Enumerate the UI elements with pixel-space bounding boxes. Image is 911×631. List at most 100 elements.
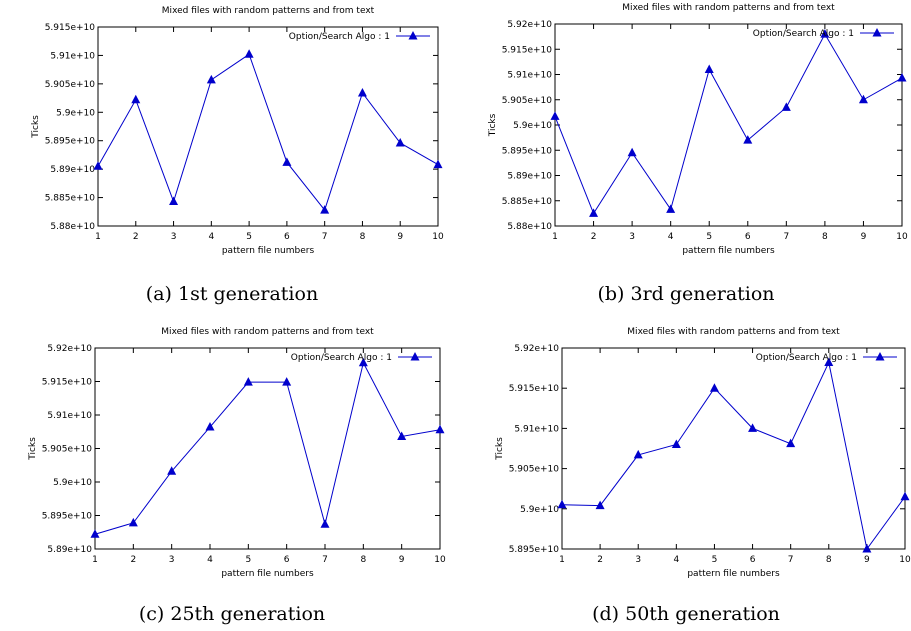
chart-panel-c: Mixed files with random patterns and fro… [28,327,446,625]
data-point-marker [595,500,605,510]
x-tick-label: 4 [673,555,679,565]
data-point-marker [93,161,103,170]
legend-marker [875,352,885,361]
x-tick-label: 7 [322,232,328,242]
chart-title: Mixed files with random patterns and fro… [622,3,835,13]
y-tick-label: 5.9e+10 [56,108,95,118]
chart-panel-b: Mixed files with random patterns and fro… [488,3,908,305]
x-tick-label: 5 [706,232,712,242]
data-point-marker [435,424,445,434]
y-tick-label: 5.92e+10 [47,344,92,354]
x-tick-label: 9 [864,555,870,565]
y-tick-label: 5.88e+10 [50,222,95,232]
x-tick-label: 5 [246,232,252,242]
y-axis-label: Ticks [28,437,38,461]
x-tick-label: 10 [432,232,444,242]
data-point-marker [358,357,368,367]
y-tick-label: 5.915e+10 [502,45,553,55]
x-tick-label: 9 [399,555,405,565]
data-point-marker [282,157,292,166]
x-tick-label: 8 [822,232,828,242]
legend-marker [408,31,418,40]
data-point-marker [131,94,141,104]
x-tick-label: 7 [322,555,328,565]
data-point-marker [824,357,834,366]
data-point-marker [243,377,253,386]
data-point-marker [433,159,443,169]
x-tick-label: 10 [899,555,911,565]
x-tick-label: 9 [397,232,403,242]
x-axis-label: pattern file numbers [222,246,315,256]
y-tick-label: 5.91e+10 [50,51,95,61]
data-point-marker [550,111,560,120]
data-point-marker [704,64,714,73]
x-tick-label: 5 [245,555,251,565]
x-axis-label: pattern file numbers [221,569,314,579]
x-tick-label: 9 [861,232,867,242]
x-tick-label: 7 [788,555,794,565]
data-point-marker [320,519,330,528]
x-tick-label: 6 [750,555,756,565]
data-point-marker [671,439,681,448]
plot-frame [561,347,906,550]
y-tick-label: 5.89e+10 [47,545,92,555]
plot-frame [97,26,439,227]
chart-title: Mixed files with random patterns and fro… [627,327,840,337]
x-axis-label: pattern file numbers [687,569,780,579]
y-axis-label: Ticks [495,437,505,461]
y-axis-label: Ticks [488,113,498,137]
legend-label: Option/Search Algo : 1 [756,353,857,363]
y-tick-label: 5.89e+10 [50,165,95,175]
y-tick-label: 5.91e+10 [514,424,559,434]
y-tick-label: 5.915e+10 [45,23,96,33]
y-tick-label: 5.91e+10 [47,411,92,421]
data-point-marker [282,377,292,386]
legend-label: Option/Search Algo : 1 [753,29,854,39]
series-line [94,361,441,535]
data-point-marker [167,466,177,475]
y-tick-label: 5.9e+10 [520,505,559,515]
data-point-marker [205,422,215,431]
legend-marker [872,28,882,37]
plot-frame [94,347,441,550]
panel-caption: (d) 50th generation [592,603,780,625]
y-tick-label: 5.89e+10 [507,172,552,182]
x-tick-label: 4 [668,232,674,242]
panel-caption: (a) 1st generation [146,283,318,305]
y-tick-label: 5.915e+10 [42,378,93,388]
x-tick-label: 5 [712,555,718,565]
x-axis-label: pattern file numbers [682,246,775,256]
data-point-marker [666,204,676,213]
series-line [561,360,906,551]
chart-title: Mixed files with random patterns and fro… [161,327,374,337]
data-point-marker [90,529,100,538]
y-tick-label: 5.885e+10 [45,194,96,204]
y-tick-label: 5.895e+10 [42,512,93,522]
x-tick-label: 3 [629,232,635,242]
panel-caption: (b) 3rd generation [597,283,774,305]
x-tick-label: 10 [896,232,908,242]
x-tick-label: 3 [635,555,641,565]
x-tick-label: 8 [360,232,366,242]
y-tick-label: 5.905e+10 [42,445,93,455]
x-tick-label: 6 [745,232,751,242]
data-point-marker [709,383,719,392]
data-point-marker [748,423,758,432]
x-tick-label: 1 [559,555,565,565]
data-point-marker [244,49,254,58]
data-point-marker [169,196,179,206]
y-tick-label: 5.915e+10 [509,384,560,394]
data-point-marker [357,87,367,97]
panel-caption: (c) 25th generation [139,603,325,625]
data-point-marker [206,74,216,84]
data-point-marker [589,208,599,217]
x-tick-label: 8 [826,555,832,565]
legend-label: Option/Search Algo : 1 [291,353,392,363]
y-tick-label: 5.88e+10 [507,222,552,232]
series-line [554,33,903,215]
x-tick-label: 4 [207,555,213,565]
y-tick-label: 5.905e+10 [45,80,96,90]
data-point-marker [395,137,405,147]
x-tick-label: 1 [92,555,98,565]
